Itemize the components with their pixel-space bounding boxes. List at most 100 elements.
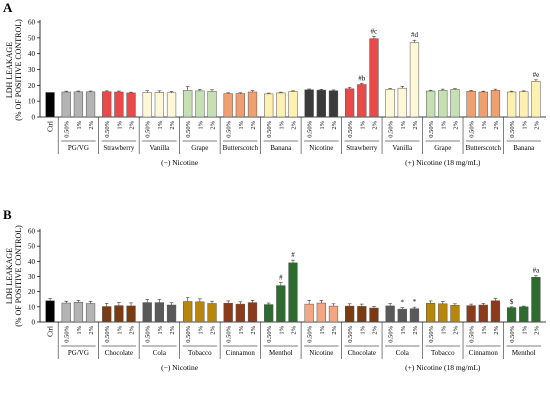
dose-label: 2%: [493, 120, 500, 129]
bar: [102, 91, 112, 118]
significance-label: #: [279, 274, 283, 282]
bar: [73, 91, 84, 118]
bar: [73, 302, 84, 323]
significance-label: #b: [358, 74, 366, 82]
section-label: (−) Nicotine: [161, 158, 199, 167]
dose-label: 1%: [521, 325, 528, 334]
dose-label: 1%: [238, 120, 245, 129]
significance-label: #: [291, 251, 295, 259]
bar: [235, 303, 245, 323]
category-label: Nicotine: [309, 349, 333, 357]
bar: [385, 89, 395, 118]
category-label: Ctrl: [47, 121, 55, 132]
bar: [304, 89, 314, 118]
bar: [438, 303, 448, 323]
y-tick-label: 10: [28, 303, 36, 311]
bar: [328, 90, 339, 118]
dose-label: 2%: [129, 120, 136, 129]
bar: [409, 308, 420, 323]
bar: [466, 90, 476, 118]
dose-label: 0.50%: [145, 120, 152, 137]
dose-label: 0.50%: [388, 120, 395, 137]
bar: [409, 42, 420, 118]
category-label: Strawberry: [346, 144, 378, 152]
panel-b: B LDH LEAKAGE(% OF POSITIVE CONTROL) 0 10 20…: [3, 207, 546, 372]
category-label: Ctrl: [47, 326, 55, 337]
bar: [478, 304, 488, 323]
bar: [425, 302, 436, 323]
section-label: (+) Nicotine (18 mg/mL): [405, 363, 481, 372]
bar: [466, 305, 476, 323]
dose-label: 1%: [440, 325, 447, 334]
dose-label: 2%: [371, 325, 378, 334]
dose-label: 1%: [116, 325, 123, 334]
bar: [114, 91, 124, 118]
y-axis-label: LDH LEAKAGE(% OF POSITIVE CONTROL): [5, 225, 23, 327]
category-label: Chocolate: [348, 349, 376, 357]
bar: [276, 285, 286, 323]
dose-label: 2%: [493, 325, 500, 334]
category-label: Butterscotch: [223, 144, 259, 152]
dose-label: 0.50%: [266, 120, 273, 137]
bar: [345, 88, 355, 118]
bar: [450, 89, 460, 118]
dose-label: 1%: [481, 120, 488, 129]
section-label: (+) Nicotine (18 mg/mL): [405, 158, 481, 167]
significance-label: #a: [533, 267, 541, 275]
dose-label: 0.50%: [145, 325, 152, 342]
y-axis-label-line: LDH LEAKAGE: [5, 248, 14, 304]
dose-label: 0.50%: [347, 325, 354, 342]
category-label: Grape: [434, 144, 451, 152]
y-tick-label: 50: [28, 243, 36, 251]
bar: [506, 91, 517, 118]
bar: [288, 262, 298, 323]
dose-label: 1%: [157, 325, 164, 334]
bar: [142, 302, 152, 323]
dose-label: 2%: [88, 120, 95, 129]
category-label: PG/VG: [68, 349, 89, 357]
y-axis-label: LDH LEAKAGE(% OF POSITIVE CONTROL): [5, 19, 23, 121]
bar: [166, 92, 177, 118]
y-tick-label: 20: [28, 288, 36, 296]
dose-label: 2%: [412, 120, 419, 129]
dose-label: 2%: [129, 325, 136, 334]
dose-label: 2%: [210, 325, 217, 334]
bar: [126, 305, 136, 323]
bar: [506, 307, 517, 323]
bar: [207, 303, 217, 323]
bar: [166, 304, 177, 323]
bar: [247, 91, 258, 118]
dose-label: 0.50%: [428, 325, 435, 342]
bar: [531, 81, 541, 118]
y-tick-label: 60: [28, 228, 36, 236]
bar: [223, 93, 233, 118]
bar: [519, 306, 529, 323]
bar: [264, 304, 274, 323]
y-tick-label: 60: [28, 19, 36, 27]
panel-letter: A: [3, 0, 13, 15]
category-label: Banana: [513, 144, 535, 152]
y-axis-label-line: LDH LEAKAGE: [5, 42, 14, 98]
dose-label: 0.50%: [388, 325, 395, 342]
bar: [247, 302, 258, 323]
bar: [397, 87, 407, 118]
category-label: Cola: [396, 349, 410, 357]
category-label: Nicotine: [309, 144, 333, 152]
bar: [142, 92, 152, 118]
dose-label: 0.50%: [469, 325, 476, 342]
bar: [85, 303, 96, 323]
dose-label: 0.50%: [104, 325, 111, 342]
dose-label: 2%: [250, 120, 257, 129]
category-label: Vanilla: [149, 144, 170, 152]
dose-label: 2%: [412, 325, 419, 334]
category-label: Butterscotch: [466, 144, 502, 152]
dose-label: 1%: [400, 120, 407, 129]
dose-label: 2%: [533, 120, 540, 129]
bar: [304, 303, 314, 323]
dose-label: 0.50%: [509, 120, 516, 137]
category-label: Menthol: [512, 349, 536, 357]
dose-label: 1%: [238, 325, 245, 334]
bar: [264, 93, 274, 118]
dose-label: 1%: [157, 120, 164, 129]
dose-label: 1%: [116, 120, 123, 129]
